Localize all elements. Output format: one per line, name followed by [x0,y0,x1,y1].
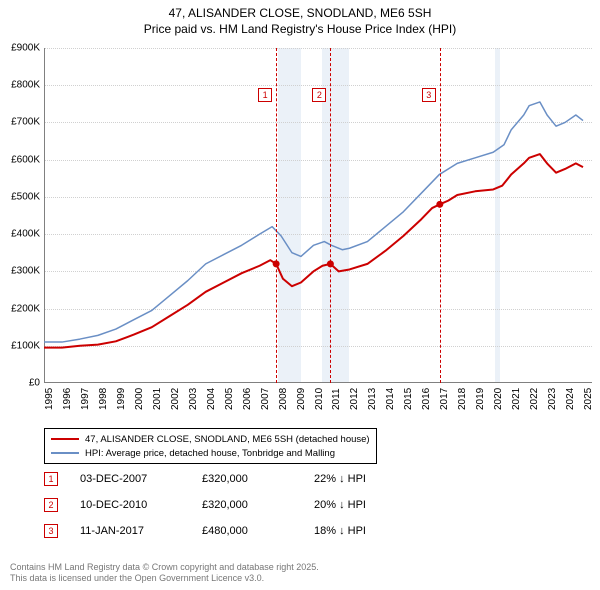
legend: 47, ALISANDER CLOSE, SNODLAND, ME6 5SH (… [44,428,377,464]
event-price: £480,000 [202,525,292,537]
event-number: 2 [44,498,58,512]
x-tick-label: 2010 [314,388,325,410]
y-tick-label: £200K [0,303,40,314]
x-tick-label: 2021 [511,388,522,410]
x-tick-label: 2011 [331,388,342,410]
x-tick-label: 2005 [224,388,235,410]
event-number: 1 [44,472,58,486]
footer-line-2: This data is licensed under the Open Gov… [10,573,319,584]
event-marker-label: 3 [422,88,436,102]
legend-item: 47, ALISANDER CLOSE, SNODLAND, ME6 5SH (… [51,432,370,446]
x-tick-label: 2012 [349,388,360,410]
x-tick-label: 2024 [565,388,576,410]
x-tick-label: 2007 [260,388,271,410]
x-tick-label: 1999 [116,388,127,410]
legend-item: HPI: Average price, detached house, Tonb… [51,446,370,460]
y-tick-label: £500K [0,191,40,202]
chart-area: 123 £0£100K£200K£300K£400K£500K£600K£700… [44,48,592,383]
x-tick-label: 2019 [475,388,486,410]
event-diff: 22% ↓ HPI [314,473,414,485]
x-tick-label: 2017 [439,388,450,410]
y-tick-label: £700K [0,117,40,128]
x-tick-label: 2025 [583,388,594,410]
y-tick-label: £800K [0,80,40,91]
x-tick-label: 2020 [493,388,504,410]
chart-container: 47, ALISANDER CLOSE, SNODLAND, ME6 5SH P… [0,0,600,590]
x-tick-label: 2002 [170,388,181,410]
x-tick-label: 2006 [242,388,253,410]
x-tick-label: 2023 [547,388,558,410]
x-tick-label: 1998 [98,388,109,410]
event-marker-label: 1 [258,88,272,102]
x-tick-label: 2000 [134,388,145,410]
y-tick-label: £100K [0,340,40,351]
x-tick-label: 2013 [367,388,378,410]
x-tick-label: 2014 [385,388,396,410]
y-tick-label: £600K [0,154,40,165]
event-price: £320,000 [202,499,292,511]
event-price: £320,000 [202,473,292,485]
x-tick-label: 2004 [206,388,217,410]
event-diff: 18% ↓ HPI [314,525,414,537]
footer-line-1: Contains HM Land Registry data © Crown c… [10,562,319,573]
event-number: 3 [44,524,58,538]
y-tick-label: £900K [0,43,40,54]
x-tick-label: 2008 [278,388,289,410]
x-tick-label: 2018 [457,388,468,410]
event-marker-label: 2 [312,88,326,102]
x-tick-label: 2003 [188,388,199,410]
event-row: 2 10-DEC-2010 £320,000 20% ↓ HPI [44,492,414,518]
event-marker-line [276,48,277,383]
series-prop [44,154,583,348]
y-tick-label: £400K [0,229,40,240]
series-hpi [44,102,583,342]
event-marker-line [330,48,331,383]
x-tick-label: 2015 [403,388,414,410]
event-date: 11-JAN-2017 [80,525,180,537]
event-diff: 20% ↓ HPI [314,499,414,511]
legend-label: HPI: Average price, detached house, Tonb… [85,448,335,459]
x-tick-label: 1997 [80,388,91,410]
legend-swatch [51,452,79,454]
title-line-1: 47, ALISANDER CLOSE, SNODLAND, ME6 5SH [0,6,600,22]
legend-label: 47, ALISANDER CLOSE, SNODLAND, ME6 5SH (… [85,434,370,445]
footer: Contains HM Land Registry data © Crown c… [10,562,319,585]
x-tick-label: 2009 [296,388,307,410]
y-tick-label: £0 [0,378,40,389]
event-row: 3 11-JAN-2017 £480,000 18% ↓ HPI [44,518,414,544]
x-tick-label: 2016 [421,388,432,410]
legend-swatch [51,438,79,440]
event-marker-line [440,48,441,383]
event-date: 10-DEC-2010 [80,499,180,511]
title-block: 47, ALISANDER CLOSE, SNODLAND, ME6 5SH P… [0,0,600,37]
events-table: 1 03-DEC-2007 £320,000 22% ↓ HPI 2 10-DEC-201… [44,466,414,544]
x-tick-label: 1996 [62,388,73,410]
event-row: 1 03-DEC-2007 £320,000 22% ↓ HPI [44,466,414,492]
x-tick-label: 2022 [529,388,540,410]
x-tick-label: 1995 [44,388,55,410]
x-tick-label: 2001 [152,388,163,410]
event-date: 03-DEC-2007 [80,473,180,485]
y-tick-label: £300K [0,266,40,277]
title-line-2: Price paid vs. HM Land Registry's House … [0,22,600,38]
